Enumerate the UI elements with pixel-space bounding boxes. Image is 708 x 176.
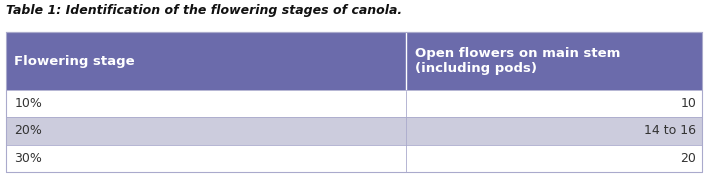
Bar bbox=[6, 32, 702, 90]
Bar bbox=[6, 145, 702, 172]
Text: 20: 20 bbox=[680, 152, 697, 165]
Bar bbox=[6, 90, 702, 117]
Text: 14 to 16: 14 to 16 bbox=[644, 124, 697, 137]
Text: 20%: 20% bbox=[14, 124, 42, 137]
Text: 10%: 10% bbox=[14, 97, 42, 110]
Bar bbox=[6, 117, 702, 145]
Text: Flowering stage: Flowering stage bbox=[14, 55, 135, 68]
Text: Open flowers on main stem
(including pods): Open flowers on main stem (including pod… bbox=[415, 47, 620, 75]
Text: 30%: 30% bbox=[14, 152, 42, 165]
Bar bbox=[6, 32, 702, 172]
Text: 10: 10 bbox=[680, 97, 697, 110]
Text: Table 1: Identification of the flowering stages of canola.: Table 1: Identification of the flowering… bbox=[6, 4, 402, 17]
